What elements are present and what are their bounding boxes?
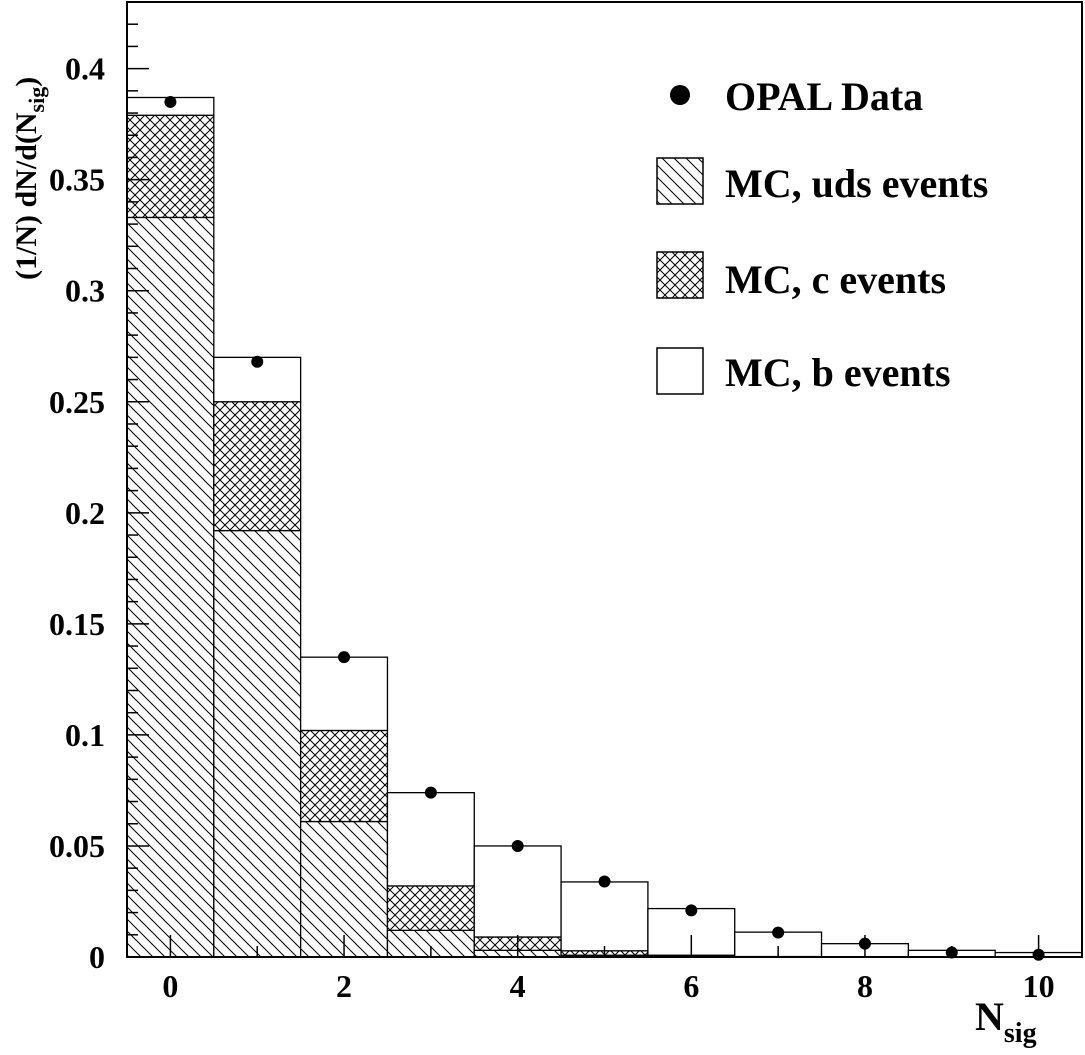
legend: OPAL Data MC, uds events MC, c events MC… [656,74,988,395]
y-tick-label: 0 [89,939,105,975]
data-points-layer [164,95,1045,961]
y-tick-label: 0.05 [49,828,105,864]
x-tick-label: 6 [683,968,699,1004]
x-tick-label: 8 [857,968,873,1004]
x-axis-title-main: N [975,994,1004,1039]
legend-label-opal-data: OPAL Data [725,74,923,119]
y-tick-label: 0.4 [65,51,105,87]
y-tick-label: 0.25 [49,384,105,420]
data-point-bin-7 [772,926,785,939]
bar-b-bin-3 [386,792,475,887]
x-tick-label: 10 [1023,968,1055,1004]
y-axis-title-close: ) [10,77,43,87]
y-axis: 0 0.05 0.1 0.15 0.2 0.25 0.3 0.35 0.4 [49,1,149,975]
legend-label-uds: MC, uds events [725,161,988,206]
data-point-bin-2 [338,651,351,664]
legend-label-b: MC, b events [725,350,951,395]
bar-uds-bin-0 [126,216,215,958]
x-tick-label: 4 [510,968,526,1004]
y-tick-label: 0.35 [49,162,105,198]
y-axis-title-main: (1/N) dN/d(N [10,112,43,280]
y-axis-title: (1/N) dN/d(Nsig) [10,77,49,280]
legend-marker-opal-data [670,85,690,105]
data-point-bin-5 [598,875,611,888]
bar-uds-bin-1 [213,529,302,958]
x-tick-label: 0 [162,968,178,1004]
legend-swatch-b [656,347,704,395]
bar-c-bin-0 [126,114,215,219]
y-tick-label: 0.2 [65,495,105,531]
bars-layer [126,96,1083,958]
y-tick-label: 0.3 [65,273,105,309]
x-axis-title-sub: sig [1004,1018,1037,1049]
data-point-bin-6 [685,904,698,917]
y-axis-title-sub: sig [24,87,49,113]
y-tick-label: 0.1 [65,717,105,753]
bar-c-bin-1 [213,401,302,532]
bar-b-bin-4 [473,845,562,938]
x-tick-label: 2 [336,968,352,1004]
legend-swatch-c [656,251,704,299]
bar-b-bin-2 [299,656,389,732]
data-point-bin-3 [424,786,437,799]
bar-uds-bin-2 [299,820,389,958]
x-axis-title: Nsig [975,994,1037,1049]
bar-b-bin-5 [560,881,649,952]
legend-swatch-uds [656,157,704,205]
bar-c-bin-3 [386,885,475,931]
data-point-bin-0 [164,95,177,108]
bar-c-bin-2 [299,729,389,823]
x-axis: 0 2 4 6 8 10 [162,935,1055,1004]
y-tick-label: 0.15 [49,606,105,642]
data-point-bin-1 [251,355,264,368]
legend-label-c: MC, c events [725,257,946,302]
data-point-bin-4 [511,839,524,852]
